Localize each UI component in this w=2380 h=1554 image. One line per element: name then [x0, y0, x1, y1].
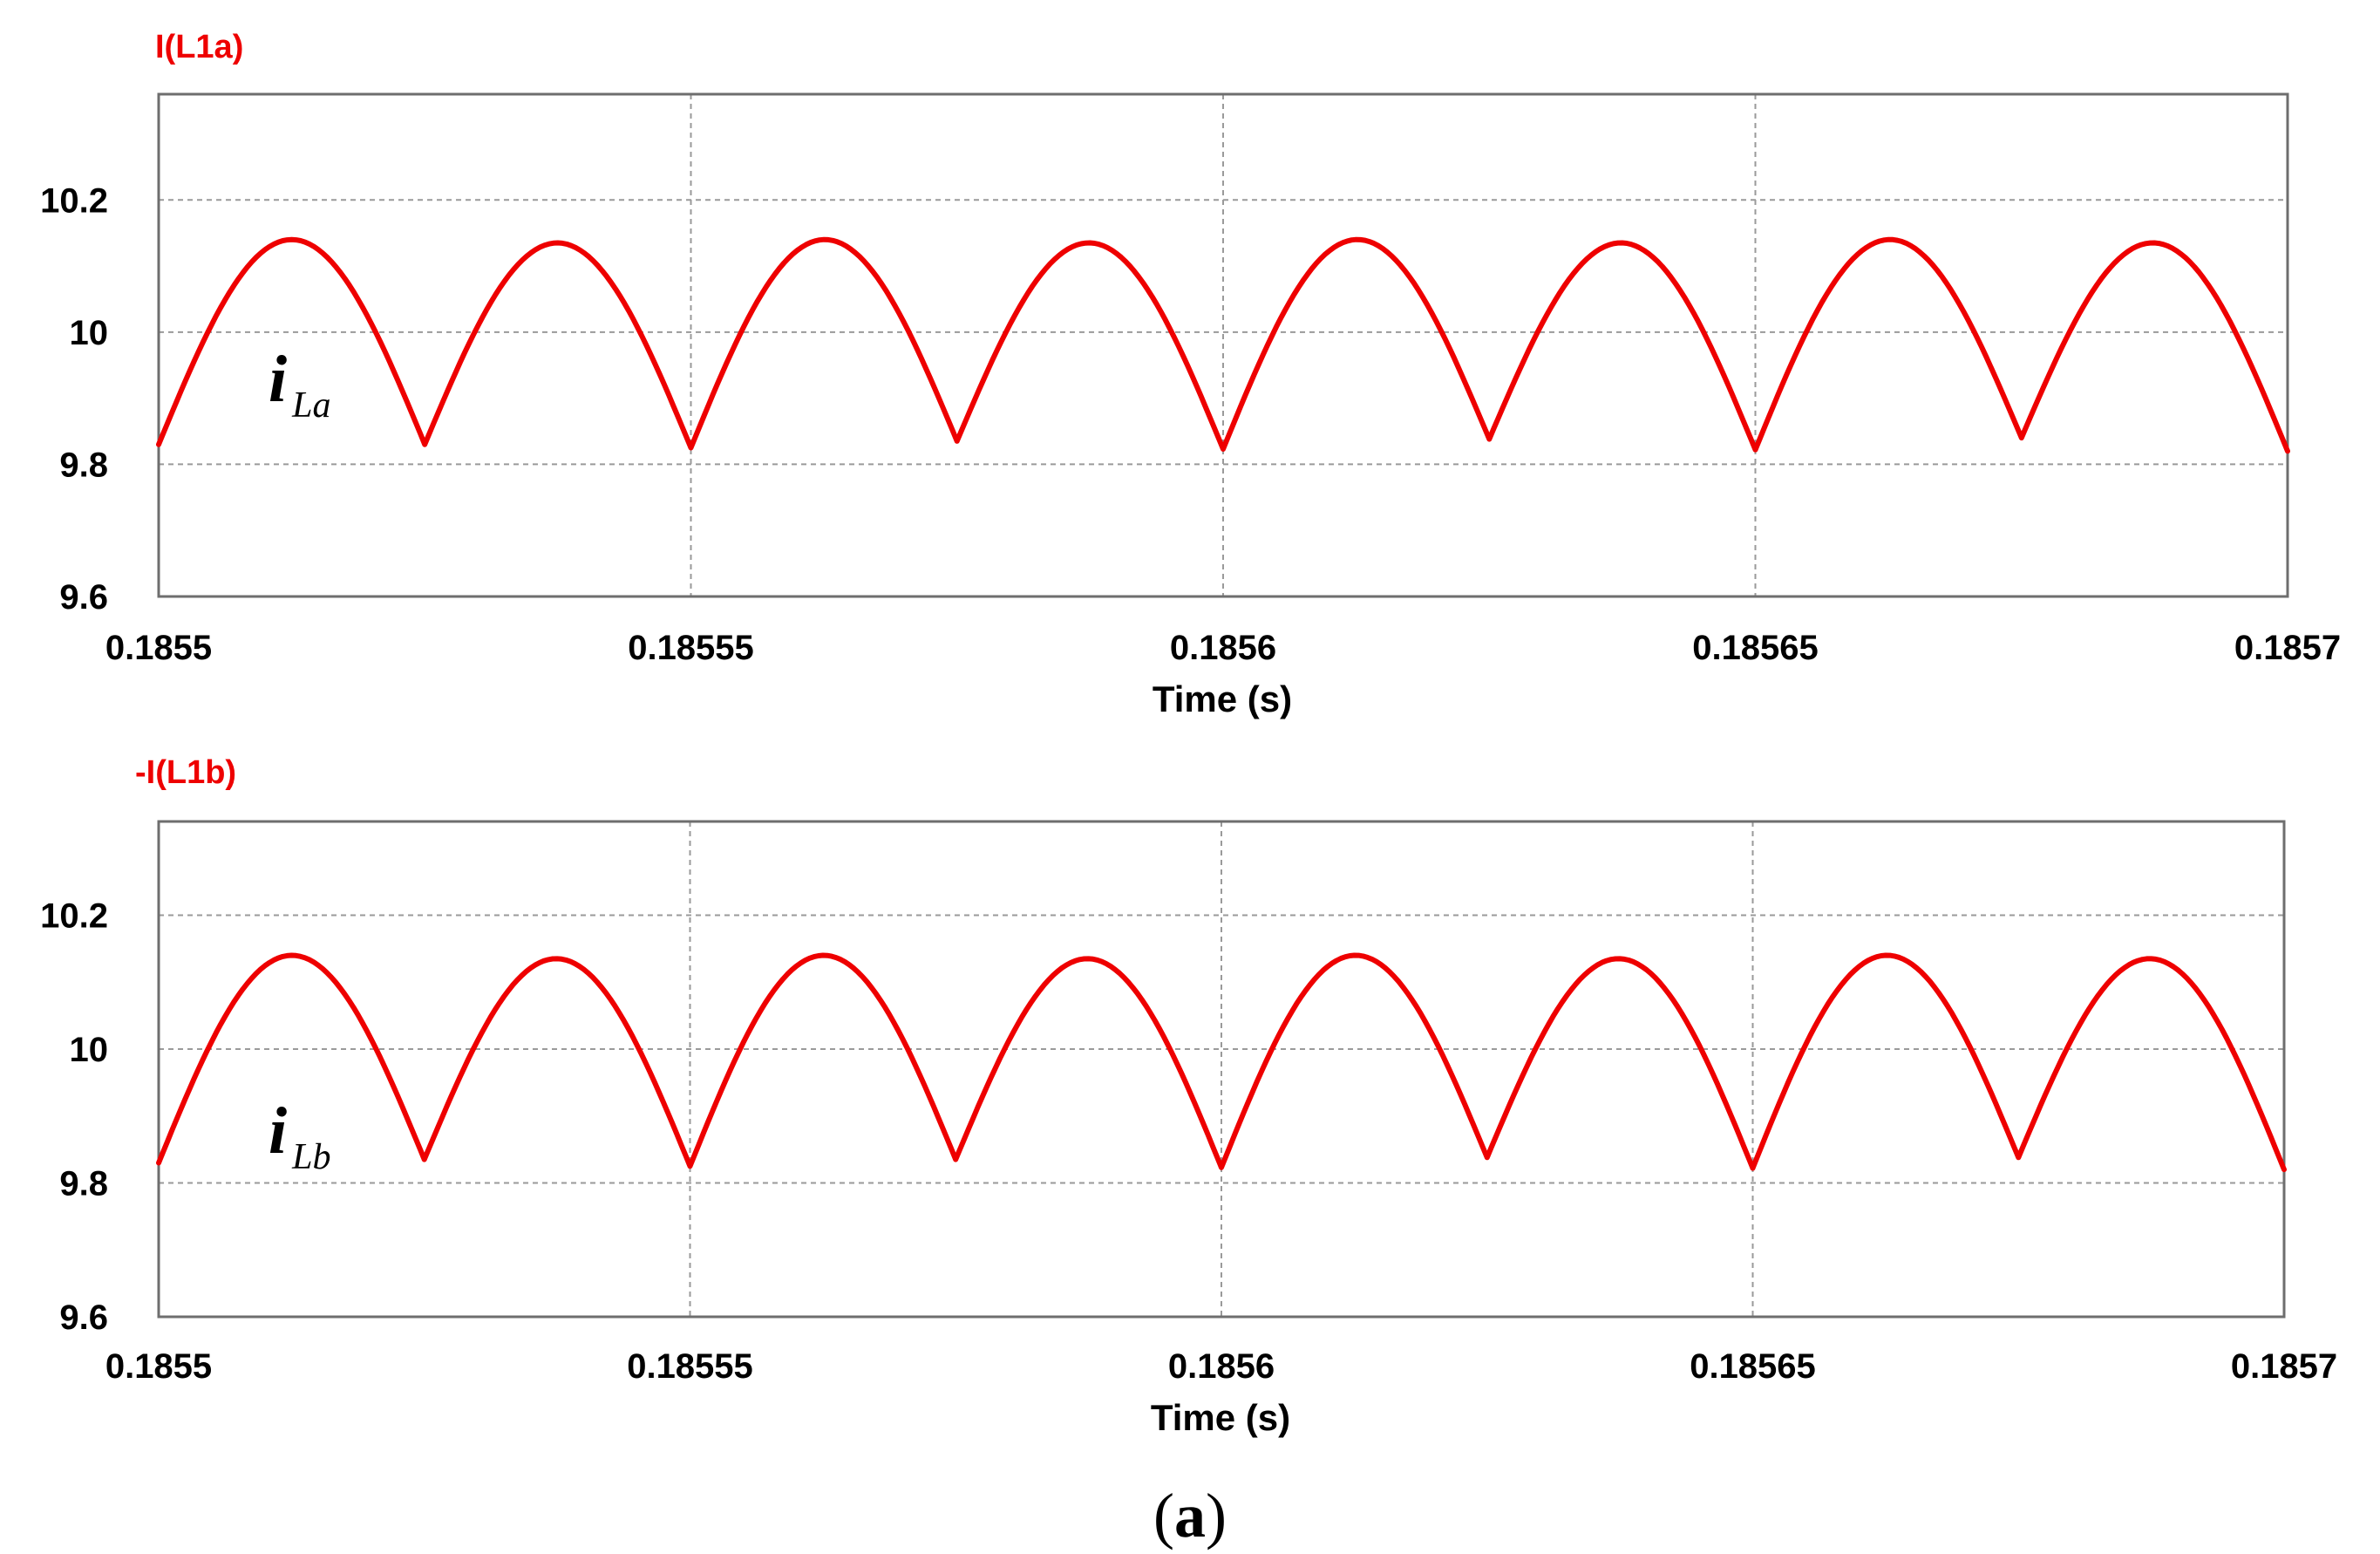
chart-top-x-tick-label: 0.1856 — [1170, 629, 1276, 667]
chart-bottom-trace-line — [156, 952, 2287, 1173]
chart-top-title: I(L1a) — [155, 29, 243, 65]
chart-top-annotation: i La — [269, 343, 330, 426]
chart-bottom-x-axis-label: Time (s) — [1151, 1397, 1290, 1438]
chart-bottom-x-tick-label: 0.18565 — [1690, 1347, 1816, 1386]
chart-bottom-grid — [159, 821, 2284, 1317]
chart-top-x-tick-label: 0.1855 — [105, 629, 212, 667]
chart-bottom-y-ticks: 9.6 9.8 10 10.2 — [40, 896, 108, 1337]
chart-top-x-tick-label: 0.18565 — [1692, 629, 1819, 667]
chart-bottom-x-tick-label: 0.1855 — [105, 1347, 212, 1386]
chart-top-y-ticks: 9.6 9.8 10 10.2 — [40, 181, 108, 617]
chart-bottom-y-tick-label: 9.8 — [59, 1164, 108, 1203]
chart-bottom-y-tick-label: 9.6 — [59, 1298, 108, 1337]
chart-bottom-y-tick-label: 10 — [70, 1031, 109, 1069]
chart-top-x-axis-label: Time (s) — [1153, 678, 1292, 719]
chart-bottom-x-tick-label: 0.1856 — [1168, 1347, 1275, 1386]
chart-top-annotation-main: i — [269, 343, 287, 416]
chart-bottom-annotation: i Lb — [269, 1094, 330, 1177]
caption-letter: a — [1174, 1481, 1206, 1551]
chart-bottom-x-tick-label: 0.18555 — [627, 1347, 753, 1386]
chart-top-x-tick-label: 0.18555 — [628, 629, 754, 667]
chart-top-plot-area — [157, 92, 2289, 598]
chart-bottom-annotation-main: i — [269, 1094, 287, 1168]
chart-bottom: -I(L1b) 9.6 9.8 10 10.2 0.1855 0.18555 0.1856… — [40, 754, 2337, 1438]
chart-bottom-annotation-sub: Lb — [291, 1137, 330, 1177]
figure-caption: (a) — [1153, 1481, 1227, 1551]
chart-bottom-plot-area — [157, 820, 2286, 1319]
chart-bottom-y-tick-label: 10.2 — [40, 896, 108, 935]
chart-bottom-x-tick-label: 0.1857 — [2231, 1347, 2337, 1386]
chart-bottom-title: -I(L1b) — [135, 754, 236, 791]
chart-top-trace-line — [156, 236, 2290, 454]
chart-top-y-tick-label: 9.8 — [59, 446, 108, 484]
caption-open: ( — [1153, 1481, 1174, 1551]
chart-top-y-tick-label: 9.6 — [59, 578, 108, 617]
chart-top-x-tick-label: 0.1857 — [2234, 629, 2341, 667]
chart-top-x-ticks: 0.1855 0.18555 0.1856 0.18565 0.1857 — [105, 629, 2341, 667]
chart-top-y-tick-label: 10.2 — [40, 181, 108, 220]
chart-top-grid — [159, 94, 2288, 596]
chart-top-annotation-sub: La — [291, 385, 330, 426]
chart-top-y-tick-label: 10 — [70, 314, 109, 352]
caption-close: ) — [1206, 1481, 1227, 1551]
chart-bottom-x-ticks: 0.1855 0.18555 0.1856 0.18565 0.1857 — [105, 1347, 2337, 1386]
